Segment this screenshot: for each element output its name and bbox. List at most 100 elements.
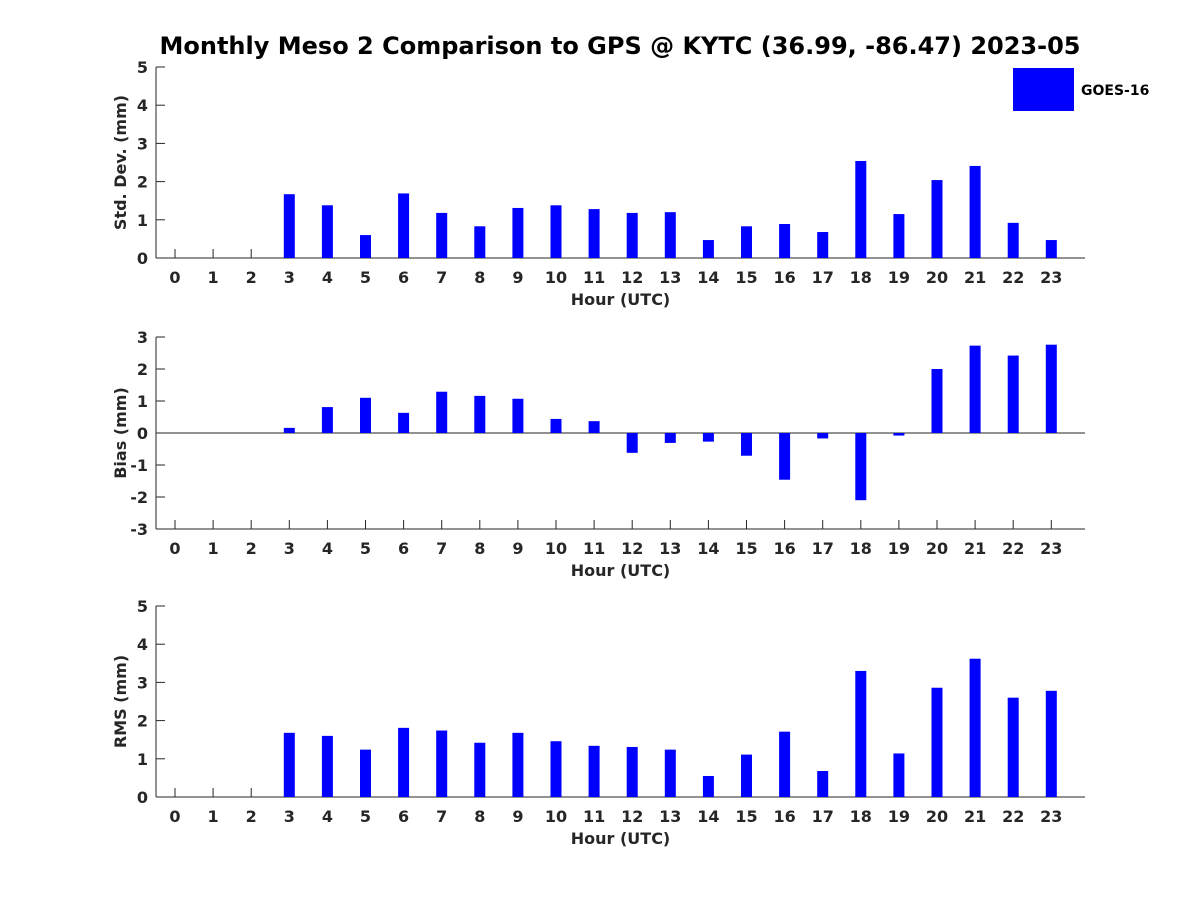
- bar-hour-4: [321, 735, 333, 797]
- x-tick-label: 20: [926, 268, 948, 287]
- y-tick-label: -3: [130, 520, 148, 539]
- x-tick-label: 20: [926, 807, 948, 826]
- y-tick-label: 5: [137, 597, 148, 616]
- x-tick-label: 9: [512, 268, 523, 287]
- legend: GOES-16: [1013, 68, 1149, 111]
- y-tick-label: -2: [130, 488, 148, 507]
- bar-hour-5: [360, 235, 371, 258]
- bar-hour-14: [702, 240, 714, 258]
- x-tick-label: 7: [436, 268, 447, 287]
- x-tick-label: 11: [583, 539, 605, 558]
- y-tick-label: 4: [137, 96, 148, 115]
- bar-hour-7: [436, 391, 448, 433]
- x-tick-label: 13: [659, 539, 681, 558]
- bar-hour-16: [779, 224, 791, 258]
- bar-hour-9: [512, 398, 524, 433]
- x-tick-label: 9: [512, 539, 523, 558]
- bar-hour-7: [436, 730, 448, 797]
- x-tick-label: 22: [1002, 807, 1024, 826]
- bar-hour-5: [360, 749, 371, 797]
- y-tick-label: 3: [137, 134, 148, 153]
- x-tick-label: 3: [284, 268, 295, 287]
- x-tick-label: 4: [322, 807, 333, 826]
- x-tick-label: 16: [773, 807, 795, 826]
- x-tick-label: 17: [812, 539, 834, 558]
- x-tick-label: 20: [926, 539, 948, 558]
- x-tick-label: 16: [773, 268, 795, 287]
- y-tick-label: 2: [137, 360, 148, 379]
- x-tick-label: 12: [621, 539, 643, 558]
- x-tick-label: 3: [284, 807, 295, 826]
- bar-hour-19: [893, 433, 905, 436]
- bar-hour-6: [398, 727, 410, 797]
- bar-hour-20: [931, 687, 943, 797]
- bar-hour-11: [588, 421, 600, 433]
- x-tick-label: 0: [169, 807, 180, 826]
- bar-hour-13: [664, 212, 676, 258]
- bar-hour-11: [588, 209, 600, 258]
- x-tick-label: 18: [850, 268, 872, 287]
- x-tick-label: 23: [1040, 539, 1062, 558]
- x-axis-label: Hour (UTC): [571, 829, 671, 848]
- bar-hour-12: [626, 746, 638, 797]
- bar-hour-4: [321, 407, 333, 433]
- bar-hour-3: [283, 427, 295, 433]
- bar-hour-23: [1045, 344, 1057, 433]
- bar-hour-10: [550, 741, 562, 797]
- bar-hour-17: [817, 433, 829, 439]
- bar-hour-9: [512, 207, 524, 258]
- bar-hour-8: [474, 742, 486, 797]
- x-tick-label: 19: [888, 268, 910, 287]
- x-tick-label: 2: [246, 807, 257, 826]
- x-tick-label: 1: [208, 807, 219, 826]
- bar-hour-22: [1007, 355, 1019, 433]
- x-tick-label: 17: [812, 807, 834, 826]
- x-tick-label: 0: [169, 539, 180, 558]
- bar-hour-6: [398, 412, 410, 433]
- bar-hour-21: [969, 165, 981, 258]
- bar-hour-16: [779, 731, 791, 797]
- x-tick-label: 7: [436, 539, 447, 558]
- bar-hour-12: [626, 433, 638, 453]
- x-axis-label: Hour (UTC): [571, 561, 671, 580]
- x-tick-label: 13: [659, 807, 681, 826]
- bar-hour-12: [626, 212, 638, 258]
- bar-hour-6: [398, 193, 410, 258]
- bar-hour-14: [702, 775, 714, 797]
- bar-hour-22: [1007, 697, 1019, 797]
- bar-hour-5: [360, 397, 371, 433]
- bar-hour-23: [1045, 240, 1057, 258]
- x-tick-label: 12: [621, 268, 643, 287]
- y-tick-label: 4: [137, 635, 148, 654]
- x-tick-label: 22: [1002, 539, 1024, 558]
- bar-hour-3: [283, 732, 295, 797]
- legend-label-goes-16: GOES-16: [1081, 83, 1149, 99]
- x-tick-label: 8: [474, 807, 485, 826]
- bar-hour-13: [664, 433, 676, 443]
- x-axis-label: Hour (UTC): [571, 290, 671, 309]
- x-tick-label: 2: [246, 539, 257, 558]
- y-axis-label: Bias (mm): [111, 387, 130, 479]
- x-tick-label: 16: [773, 539, 795, 558]
- bar-hour-18: [855, 670, 867, 797]
- x-tick-label: 18: [850, 539, 872, 558]
- y-tick-label: 1: [137, 750, 148, 769]
- y-tick-label: 1: [137, 211, 148, 230]
- bar-hour-8: [474, 395, 486, 433]
- bar-hour-19: [893, 214, 905, 258]
- bar-hour-15: [741, 226, 752, 258]
- x-tick-label: 5: [360, 807, 371, 826]
- bar-hour-7: [436, 212, 448, 258]
- bar-hour-4: [321, 205, 333, 258]
- y-tick-label: 1: [137, 392, 148, 411]
- y-tick-label: 0: [137, 249, 148, 268]
- x-tick-label: 8: [474, 268, 485, 287]
- x-tick-label: 12: [621, 807, 643, 826]
- x-tick-label: 10: [545, 807, 567, 826]
- y-tick-label: 3: [137, 328, 148, 347]
- chart-title: Monthly Meso 2 Comparison to GPS @ KYTC …: [160, 32, 1081, 60]
- x-tick-label: 19: [888, 539, 910, 558]
- x-tick-label: 4: [322, 539, 333, 558]
